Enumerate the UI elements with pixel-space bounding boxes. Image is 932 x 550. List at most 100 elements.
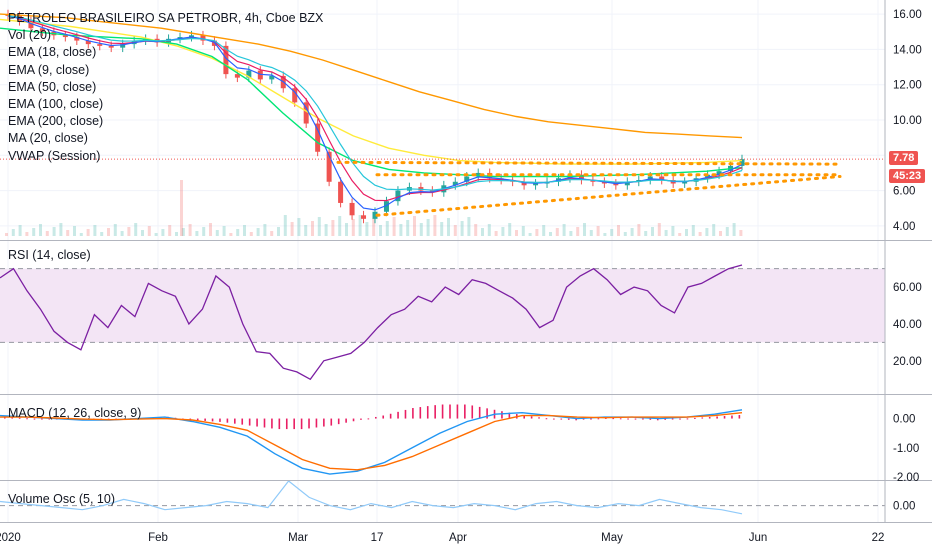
- candle-body: [682, 181, 688, 184]
- legend-ema18[interactable]: EMA (18, close): [8, 45, 97, 60]
- price-tick-label: 12.00: [893, 80, 922, 92]
- macd-histogram-bar: [605, 417, 607, 419]
- volume-bar: [181, 228, 185, 236]
- volume-bar: [433, 215, 437, 236]
- macd-pane[interactable]: [0, 404, 743, 475]
- candle-body: [601, 181, 607, 184]
- volume-bar: [569, 231, 573, 236]
- volume-bar: [589, 230, 593, 236]
- macd-histogram-bar: [293, 418, 295, 430]
- legend-ema200[interactable]: EMA (200, close): [8, 114, 104, 129]
- macd-histogram-bar: [248, 418, 251, 426]
- volume-bar: [739, 230, 743, 236]
- volume-bar: [623, 232, 627, 236]
- candle-body: [533, 183, 539, 186]
- candle-body: [120, 44, 126, 48]
- price-tick-label: 10.00: [893, 115, 922, 127]
- countdown-tag: 45:23: [889, 169, 926, 183]
- volume-bar: [270, 231, 274, 236]
- macd-histogram-bar: [560, 418, 563, 420]
- candle-body: [716, 171, 722, 175]
- price-tick-label: 16.00: [893, 9, 922, 21]
- candle-body: [521, 181, 527, 186]
- x-tick-label: Jun: [749, 532, 768, 544]
- macd-histogram-bar: [478, 406, 481, 419]
- candle-body: [739, 159, 745, 166]
- macd-histogram-bar: [48, 418, 51, 420]
- volume-bar: [453, 225, 457, 236]
- volume-bar: [11, 229, 15, 236]
- volume-bar: [617, 225, 620, 236]
- volume-bar: [555, 228, 559, 236]
- macd-histogram-bar: [211, 418, 214, 422]
- macd-histogram-bar: [367, 418, 370, 420]
- macd-label[interactable]: MACD (12, 26, close, 9): [8, 406, 142, 420]
- volume-bar: [705, 228, 709, 236]
- candle-body: [361, 215, 367, 219]
- volume-bar: [372, 218, 376, 236]
- macd-histogram-bar: [530, 416, 533, 419]
- volume-osc-line: [0, 480, 743, 515]
- candle-body: [315, 123, 321, 152]
- macd-histogram-bar: [33, 418, 36, 420]
- volume-bar: [392, 217, 396, 236]
- signal-line: [0, 412, 743, 471]
- volume-bar: [304, 225, 308, 236]
- volume-bar: [311, 221, 314, 236]
- volume-bar: [637, 224, 641, 236]
- volume-bar: [406, 220, 410, 236]
- volume-bar: [73, 226, 76, 236]
- macd-histogram-bar: [426, 406, 429, 419]
- legend-title[interactable]: PETROLEO BRASILEIRO SA PETROBR, 4h, Cboe…: [8, 11, 324, 25]
- candle-body: [395, 190, 401, 202]
- volume-bar: [521, 226, 525, 236]
- volume-bar: [678, 233, 682, 236]
- volume-bar: [263, 224, 267, 236]
- volume-osc-pane[interactable]: [0, 480, 885, 515]
- last-price-tag: 7.78: [889, 151, 919, 165]
- volume-bar: [134, 223, 138, 236]
- legend-vwap[interactable]: VWAP (Session): [8, 148, 101, 163]
- macd-histogram-bar: [404, 409, 407, 419]
- x-tick-label: 17: [371, 532, 384, 544]
- volume-bar: [93, 225, 97, 236]
- macd-histogram-bar: [345, 418, 347, 423]
- volume-bar: [426, 219, 430, 236]
- candle-body: [269, 75, 275, 80]
- macd-histogram-bar: [219, 418, 221, 422]
- volume-bar: [691, 225, 695, 236]
- x-tick-label: May: [601, 532, 623, 544]
- legend-ema9[interactable]: EMA (9, close): [8, 62, 90, 77]
- macd-tick-label: 0.00: [893, 414, 915, 426]
- macd-histogram-bar: [315, 418, 318, 428]
- x-tick-label: 2020: [0, 532, 21, 544]
- candle-body: [108, 45, 114, 48]
- legend-ma20[interactable]: MA (20, close): [8, 131, 88, 146]
- trendline: [336, 160, 842, 166]
- legend-vol[interactable]: Vol (20): [8, 28, 52, 43]
- candle-body: [338, 181, 344, 203]
- volume-bar: [202, 227, 206, 236]
- candle-body: [97, 44, 103, 46]
- rsi-label[interactable]: RSI (14, close): [8, 248, 91, 262]
- x-tick-label: Apr: [449, 532, 467, 544]
- chart-legend: PETROLEO BRASILEIRO SA PETROBR, 4h, Cboe…: [8, 10, 323, 165]
- volume-bar: [59, 223, 63, 236]
- volume-bar: [209, 223, 212, 236]
- macd-histogram-bar: [241, 418, 244, 425]
- macd-histogram-bar: [649, 418, 652, 420]
- candle-body: [28, 21, 34, 29]
- macd-histogram-bar: [553, 418, 555, 420]
- volume-bar: [127, 227, 131, 236]
- price-pane[interactable]: [0, 9, 885, 236]
- macd-histogram-bar: [612, 418, 615, 420]
- macd-histogram-bar: [508, 412, 511, 419]
- legend-ema100[interactable]: EMA (100, close): [8, 97, 104, 112]
- legend-ema50[interactable]: EMA (50, close): [8, 79, 97, 94]
- candle-body: [383, 201, 389, 212]
- rsi-pane[interactable]: [0, 264, 885, 381]
- volume-bar: [243, 225, 246, 236]
- candle-body: [475, 172, 481, 177]
- volume-osc-label[interactable]: Volume Osc (5, 10): [8, 492, 115, 506]
